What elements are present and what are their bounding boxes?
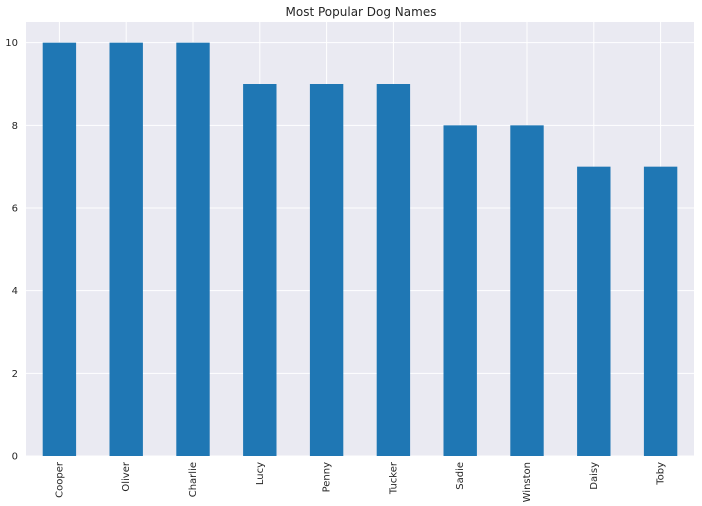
- bars: [42, 42, 678, 457]
- y-axis-ticks: 0 2 4 6 8 10: [5, 38, 18, 462]
- bar-daisy: [577, 166, 611, 456]
- x-tick-label-sadie: Sadie: [455, 462, 466, 490]
- bar-penny: [309, 84, 344, 456]
- x-tick-label-oliver: Oliver: [121, 461, 132, 491]
- bar-winston: [510, 125, 544, 456]
- x-tick-label-daisy: Daisy: [589, 462, 600, 490]
- y-tick-label-2: 4: [12, 286, 18, 297]
- x-tick-label-winston: Winston: [522, 462, 533, 502]
- x-tick-label-toby: Toby: [656, 462, 667, 486]
- y-tick-label-0: 0: [12, 452, 18, 463]
- x-tick-label-penny: Penny: [322, 462, 333, 493]
- chart-title: Most Popular Dog Names: [286, 5, 437, 19]
- x-tick-label-charlie: Charlie: [188, 462, 199, 497]
- y-tick-label-4: 8: [12, 121, 18, 132]
- y-tick-label-1: 2: [12, 369, 18, 380]
- bar-sadie: [443, 125, 477, 456]
- bar-toby: [643, 166, 678, 456]
- bar-cooper: [42, 42, 77, 457]
- x-tick-label-lucy: Lucy: [255, 462, 266, 485]
- x-axis-ticks: Cooper Oliver Charlie Lucy Penny Tucker Sadie W…: [54, 461, 666, 502]
- bar-charlie: [176, 42, 210, 457]
- bar-lucy: [243, 84, 277, 456]
- bar-tucker: [376, 84, 411, 456]
- x-tick-label-tucker: Tucker: [388, 461, 399, 495]
- bar-oliver: [109, 42, 143, 457]
- x-tick-label-cooper: Cooper: [54, 461, 65, 498]
- y-tick-label-5: 10: [5, 38, 18, 49]
- y-tick-label-3: 6: [12, 204, 18, 215]
